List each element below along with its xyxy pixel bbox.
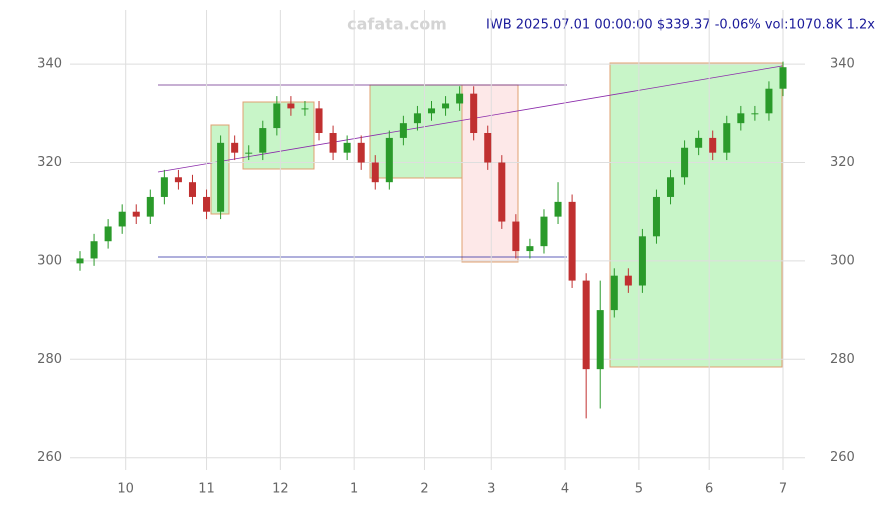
candle-body bbox=[259, 128, 267, 153]
x-tick-label: 2 bbox=[420, 482, 428, 497]
candle-body bbox=[301, 108, 309, 110]
candle-body bbox=[287, 103, 295, 109]
candle-body bbox=[188, 182, 196, 197]
candle-body bbox=[568, 201, 576, 281]
candle-body bbox=[357, 142, 365, 163]
x-tick-label: 4 bbox=[561, 482, 569, 497]
x-tick-label: 7 bbox=[779, 482, 787, 497]
candle-body bbox=[779, 67, 787, 89]
candle-body bbox=[329, 132, 337, 153]
y-tick-label: 280 bbox=[37, 352, 62, 367]
candle-body bbox=[695, 137, 703, 148]
x-tick-label: 5 bbox=[635, 482, 643, 497]
candle-body bbox=[652, 196, 660, 237]
watermark: cafata.com bbox=[347, 15, 447, 34]
candle-body bbox=[399, 123, 407, 138]
x-tick-label: 11 bbox=[198, 482, 215, 497]
candle-body bbox=[624, 275, 632, 286]
candle-body bbox=[709, 137, 717, 153]
candle-body bbox=[217, 142, 225, 212]
candle-body bbox=[174, 177, 182, 183]
y-tick-label: 340 bbox=[830, 57, 855, 72]
candle-body bbox=[751, 113, 759, 115]
candle-body bbox=[343, 142, 351, 153]
candle-body bbox=[231, 142, 239, 153]
zones bbox=[157, 62, 783, 368]
candle-body bbox=[540, 216, 548, 247]
candle-body bbox=[456, 93, 464, 104]
x-tick-label: 12 bbox=[272, 482, 289, 497]
zone bbox=[609, 62, 783, 368]
candle-body bbox=[470, 93, 478, 133]
y-tick-label: 340 bbox=[37, 57, 62, 72]
candle-body bbox=[132, 211, 140, 217]
candle-body bbox=[315, 108, 323, 133]
candle-body bbox=[765, 88, 773, 114]
y-tick-label: 320 bbox=[830, 155, 855, 170]
candle-body bbox=[526, 246, 534, 252]
candle-body bbox=[427, 108, 436, 114]
candle-body bbox=[667, 177, 675, 197]
candle-body bbox=[610, 275, 618, 311]
candle-body bbox=[681, 147, 689, 178]
candle-body bbox=[484, 132, 492, 163]
candle-body bbox=[160, 177, 168, 197]
candle-body bbox=[245, 152, 253, 154]
y-tick-label: 260 bbox=[37, 450, 62, 465]
y-tick-label: 280 bbox=[830, 352, 855, 367]
candle-body bbox=[596, 310, 604, 370]
candle-body bbox=[442, 103, 450, 109]
candle-body bbox=[90, 241, 98, 259]
candle-body bbox=[737, 113, 745, 124]
candle-body bbox=[385, 137, 393, 183]
candle-body bbox=[512, 221, 520, 252]
x-tick-label: 10 bbox=[117, 482, 134, 497]
chart-title: IWB 2025.07.01 00:00:00 $339.37 -0.06% v… bbox=[486, 18, 875, 33]
candle-body bbox=[146, 196, 154, 217]
y-tick-label: 260 bbox=[830, 450, 855, 465]
candle-body bbox=[413, 113, 421, 124]
candle-body bbox=[554, 201, 562, 217]
candle-body bbox=[498, 162, 506, 222]
candle-body bbox=[638, 236, 646, 286]
y-tick-label: 300 bbox=[37, 253, 62, 268]
trend bbox=[157, 65, 783, 173]
candle-body bbox=[723, 123, 731, 153]
candle-body bbox=[371, 162, 379, 183]
candle-body bbox=[76, 258, 84, 264]
x-tick-label: 1 bbox=[350, 482, 358, 497]
x-tick-label: 6 bbox=[705, 482, 713, 497]
candle-body bbox=[273, 103, 281, 129]
zone bbox=[369, 84, 463, 179]
x-tick-label: 3 bbox=[487, 482, 495, 497]
y-tick-label: 320 bbox=[37, 155, 62, 170]
candle-body bbox=[582, 280, 590, 370]
y-tick-label: 300 bbox=[830, 253, 855, 268]
candle-body bbox=[104, 226, 112, 242]
candle-body bbox=[203, 196, 211, 212]
candle-body bbox=[118, 211, 126, 227]
